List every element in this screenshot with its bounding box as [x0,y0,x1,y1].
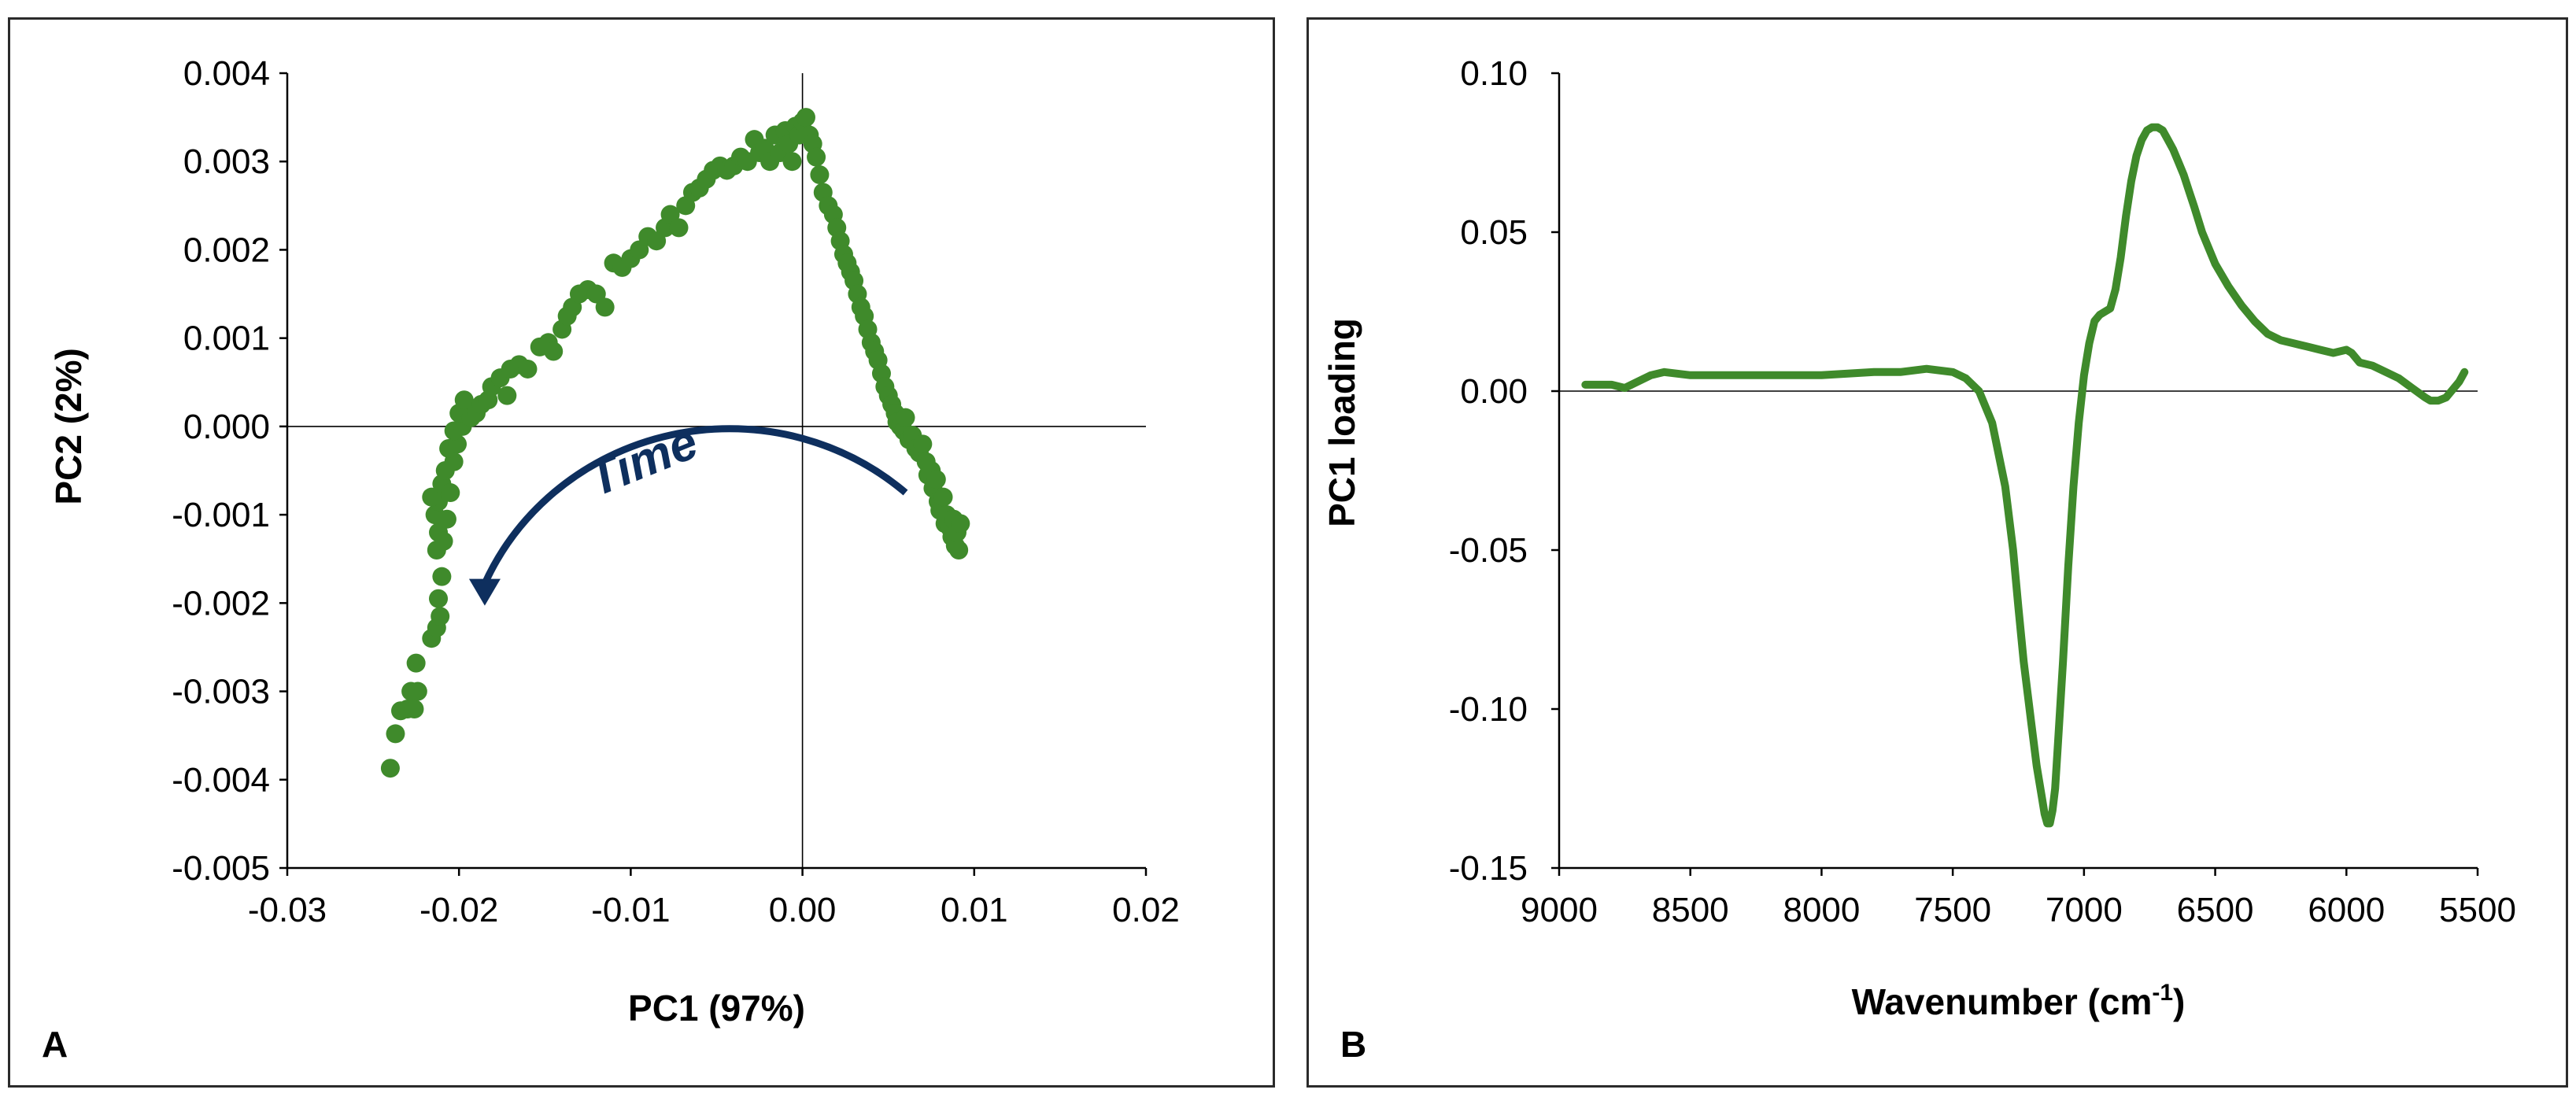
pc1-loading-line [1581,123,2469,828]
y-tick-label: -0.001 [172,496,270,534]
y-tick-label: 0.001 [183,319,270,358]
time-annotation: Time [580,415,705,508]
time-arrowhead-icon [468,578,501,606]
y-tick-label: 0.10 [1460,54,1528,93]
x-tick-label: 5500 [2439,891,2516,929]
panel-label: B [1340,1024,1366,1065]
panel-b: 0.10 0.05 0.00 -0.05 -0.10 -0.15 9000 8500 8000 7… [1306,17,2568,1088]
x-tick-label: 0.02 [1112,891,1180,929]
x-tick-label: -0.02 [419,891,498,929]
score-point [408,681,427,701]
x-axis-label: Wavenumber (cm-1) [1852,980,2186,1022]
y-tick-label: -0.10 [1449,690,1528,729]
score-point [913,434,933,454]
y-tick-label: -0.003 [172,673,270,711]
score-point [544,342,564,361]
x-tick-label: 6500 [2177,891,2254,929]
score-point [429,589,449,608]
score-point [437,509,456,529]
x-tick-label: 7000 [2046,891,2123,929]
score-point [454,390,474,410]
y-tick-label: -0.005 [172,849,270,888]
x-axis-label: PC1 (97%) [628,988,805,1029]
score-point [441,483,460,503]
score-point [933,487,953,507]
y-tick-label: -0.15 [1449,849,1528,888]
y-tick-label: -0.05 [1449,531,1528,570]
y-tick-label: 0.05 [1460,213,1528,252]
score-point [431,607,450,626]
score-point [896,408,915,427]
x-tick-label: 6000 [2308,891,2385,929]
score-point [405,700,424,718]
pca-scores-chart: 0.004 0.003 0.002 0.001 0.000 -0.001 -0.002 -0.… [42,54,1180,1065]
score-point [406,653,426,673]
y-tick-label: -0.002 [172,584,270,622]
score-point [434,531,453,551]
x-tick-label: -0.01 [591,891,670,929]
x-tick-label: 0.00 [769,891,837,929]
score-point [422,487,442,507]
y-tick-label: 0.000 [183,408,270,446]
x-tick-label: 8000 [1783,891,1860,929]
y-tick-label: 0.004 [183,54,270,93]
score-point [518,359,538,379]
score-point [810,165,830,185]
score-point [949,541,969,560]
time-arrow-arc [481,425,908,585]
score-point [951,514,970,534]
score-point [386,724,405,744]
x-tick-label: 7500 [1914,891,1991,929]
y-axis-label: PC2 (2%) [48,348,89,504]
score-point [432,567,452,586]
score-point [796,108,815,127]
score-points [380,108,970,778]
y-axis-label: PC1 loading [1321,318,1362,527]
score-point [380,759,400,778]
y-tick-label: 0.002 [183,231,270,269]
score-point [669,218,689,238]
y-tick-label: -0.004 [172,761,270,800]
x-tick-label: 0.01 [941,891,1008,929]
score-point [595,297,615,317]
score-point [497,386,517,405]
panel-label: A [42,1024,68,1065]
y-tick-label: 0.003 [183,142,270,181]
score-point [926,470,946,489]
x-tick-label: -0.03 [248,891,327,929]
x-tick-label: 9000 [1521,891,1598,929]
x-tick-label: 8500 [1652,891,1729,929]
score-point [807,147,826,167]
y-tick-label: 0.00 [1460,372,1528,411]
panel-a: 0.004 0.003 0.002 0.001 0.000 -0.001 -0.002 -0.… [8,17,1275,1088]
score-point [782,152,802,172]
